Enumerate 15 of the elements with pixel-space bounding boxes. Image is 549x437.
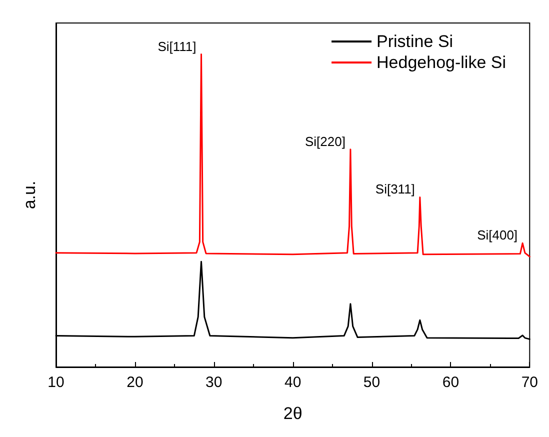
legend-label: Hedgehog-like Si [376, 53, 506, 72]
x-tick-label: 70 [521, 374, 538, 391]
annotation: Si[400] [477, 228, 518, 243]
legend-label: Pristine Si [376, 32, 454, 51]
annotation: Si[311] [375, 182, 415, 197]
x-tick-label: 40 [284, 374, 302, 391]
x-axis-title: 2θ [283, 404, 302, 423]
y-axis-title: a.u. [20, 180, 39, 210]
x-tick-label: 50 [363, 374, 380, 391]
x-tick-label: 20 [126, 374, 144, 391]
x-tick-label: 60 [442, 374, 460, 391]
annotation: Si[220] [304, 134, 346, 149]
x-tick-label: 10 [48, 374, 64, 391]
x-tick-label: 30 [206, 374, 222, 391]
annotation: Si[111] [158, 38, 196, 54]
